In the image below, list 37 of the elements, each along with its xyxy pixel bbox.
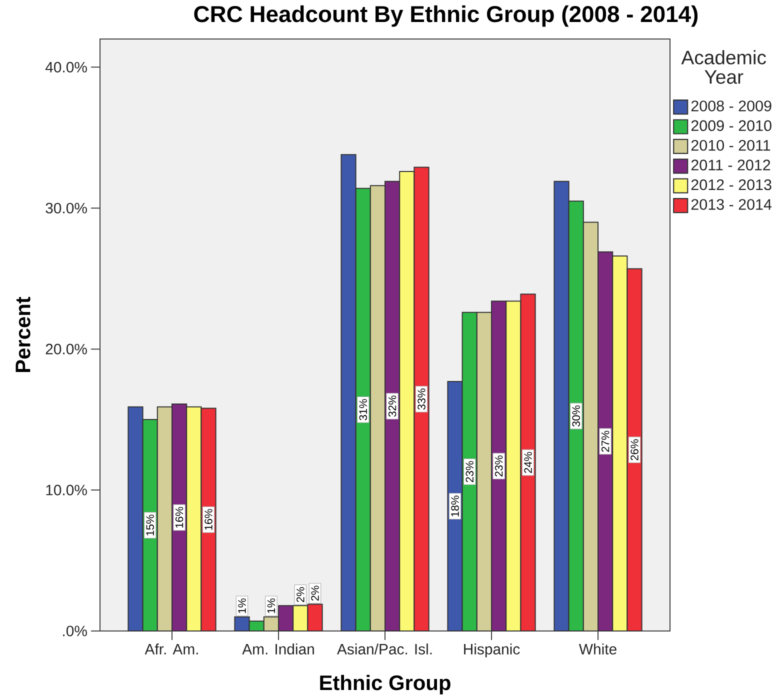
x-tick-label: Asian/Pac. Isl. <box>337 644 432 654</box>
x-tick-label: Afr. Am. <box>144 644 198 654</box>
legend-title: Academic Year <box>681 50 766 84</box>
x-tick-label: White <box>578 644 616 654</box>
data-label: 27% <box>601 430 610 452</box>
x-axis-title: Ethnic Group <box>320 674 450 694</box>
x-tick-label: Hispanic <box>464 644 520 658</box>
data-label: 18% <box>451 496 459 516</box>
data-label: 23% <box>466 461 474 482</box>
data-label: 31% <box>359 399 367 420</box>
data-label: 24% <box>524 452 532 473</box>
data-label: 30% <box>572 405 580 427</box>
data-label: 33% <box>418 388 426 410</box>
y-tick-label: 40.0% <box>45 62 87 72</box>
data-label: 1% <box>238 598 246 614</box>
chart-title: CRC Headcount By Ethnic Group (2008 - 2014) <box>194 5 698 27</box>
data-label: 15% <box>146 514 154 536</box>
legend-label: 2009 - 2010 <box>691 120 772 132</box>
y-tick-label: 10.0% <box>46 484 87 496</box>
data-label: 16% <box>175 506 184 528</box>
legend-label: 2013 - 2014 <box>691 199 772 210</box>
y-tick-label: 30.0% <box>46 202 87 214</box>
y-axis-title: Percent <box>16 296 30 372</box>
legend-label: 2008 - 2009 <box>691 100 772 112</box>
data-label: 2% <box>296 587 304 602</box>
legend-label: 2010 - 2011 <box>691 140 770 151</box>
data-label: 32% <box>388 396 396 417</box>
y-tick-label: 20.0% <box>46 344 87 354</box>
legend-label: 2012 - 2013 <box>691 179 772 190</box>
data-label: 2% <box>311 586 319 601</box>
x-tick-label: Am. Indian <box>242 644 314 654</box>
data-label: 26% <box>630 439 638 460</box>
data-label: 16% <box>204 509 212 530</box>
legend-label: 2011 - 2012 <box>691 160 770 170</box>
data-label: 23% <box>494 456 503 476</box>
data-label: 1% <box>267 598 276 614</box>
y-tick-label: .0% <box>63 626 87 636</box>
